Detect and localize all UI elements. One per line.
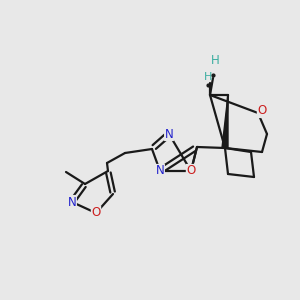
Text: N: N [165, 128, 173, 140]
Text: N: N [156, 164, 164, 178]
Polygon shape [222, 95, 228, 148]
Text: H: H [204, 72, 212, 82]
Text: O: O [257, 104, 267, 118]
Text: N: N [68, 196, 76, 208]
Text: O: O [186, 164, 196, 178]
Text: O: O [92, 206, 100, 220]
Text: H: H [211, 53, 219, 67]
